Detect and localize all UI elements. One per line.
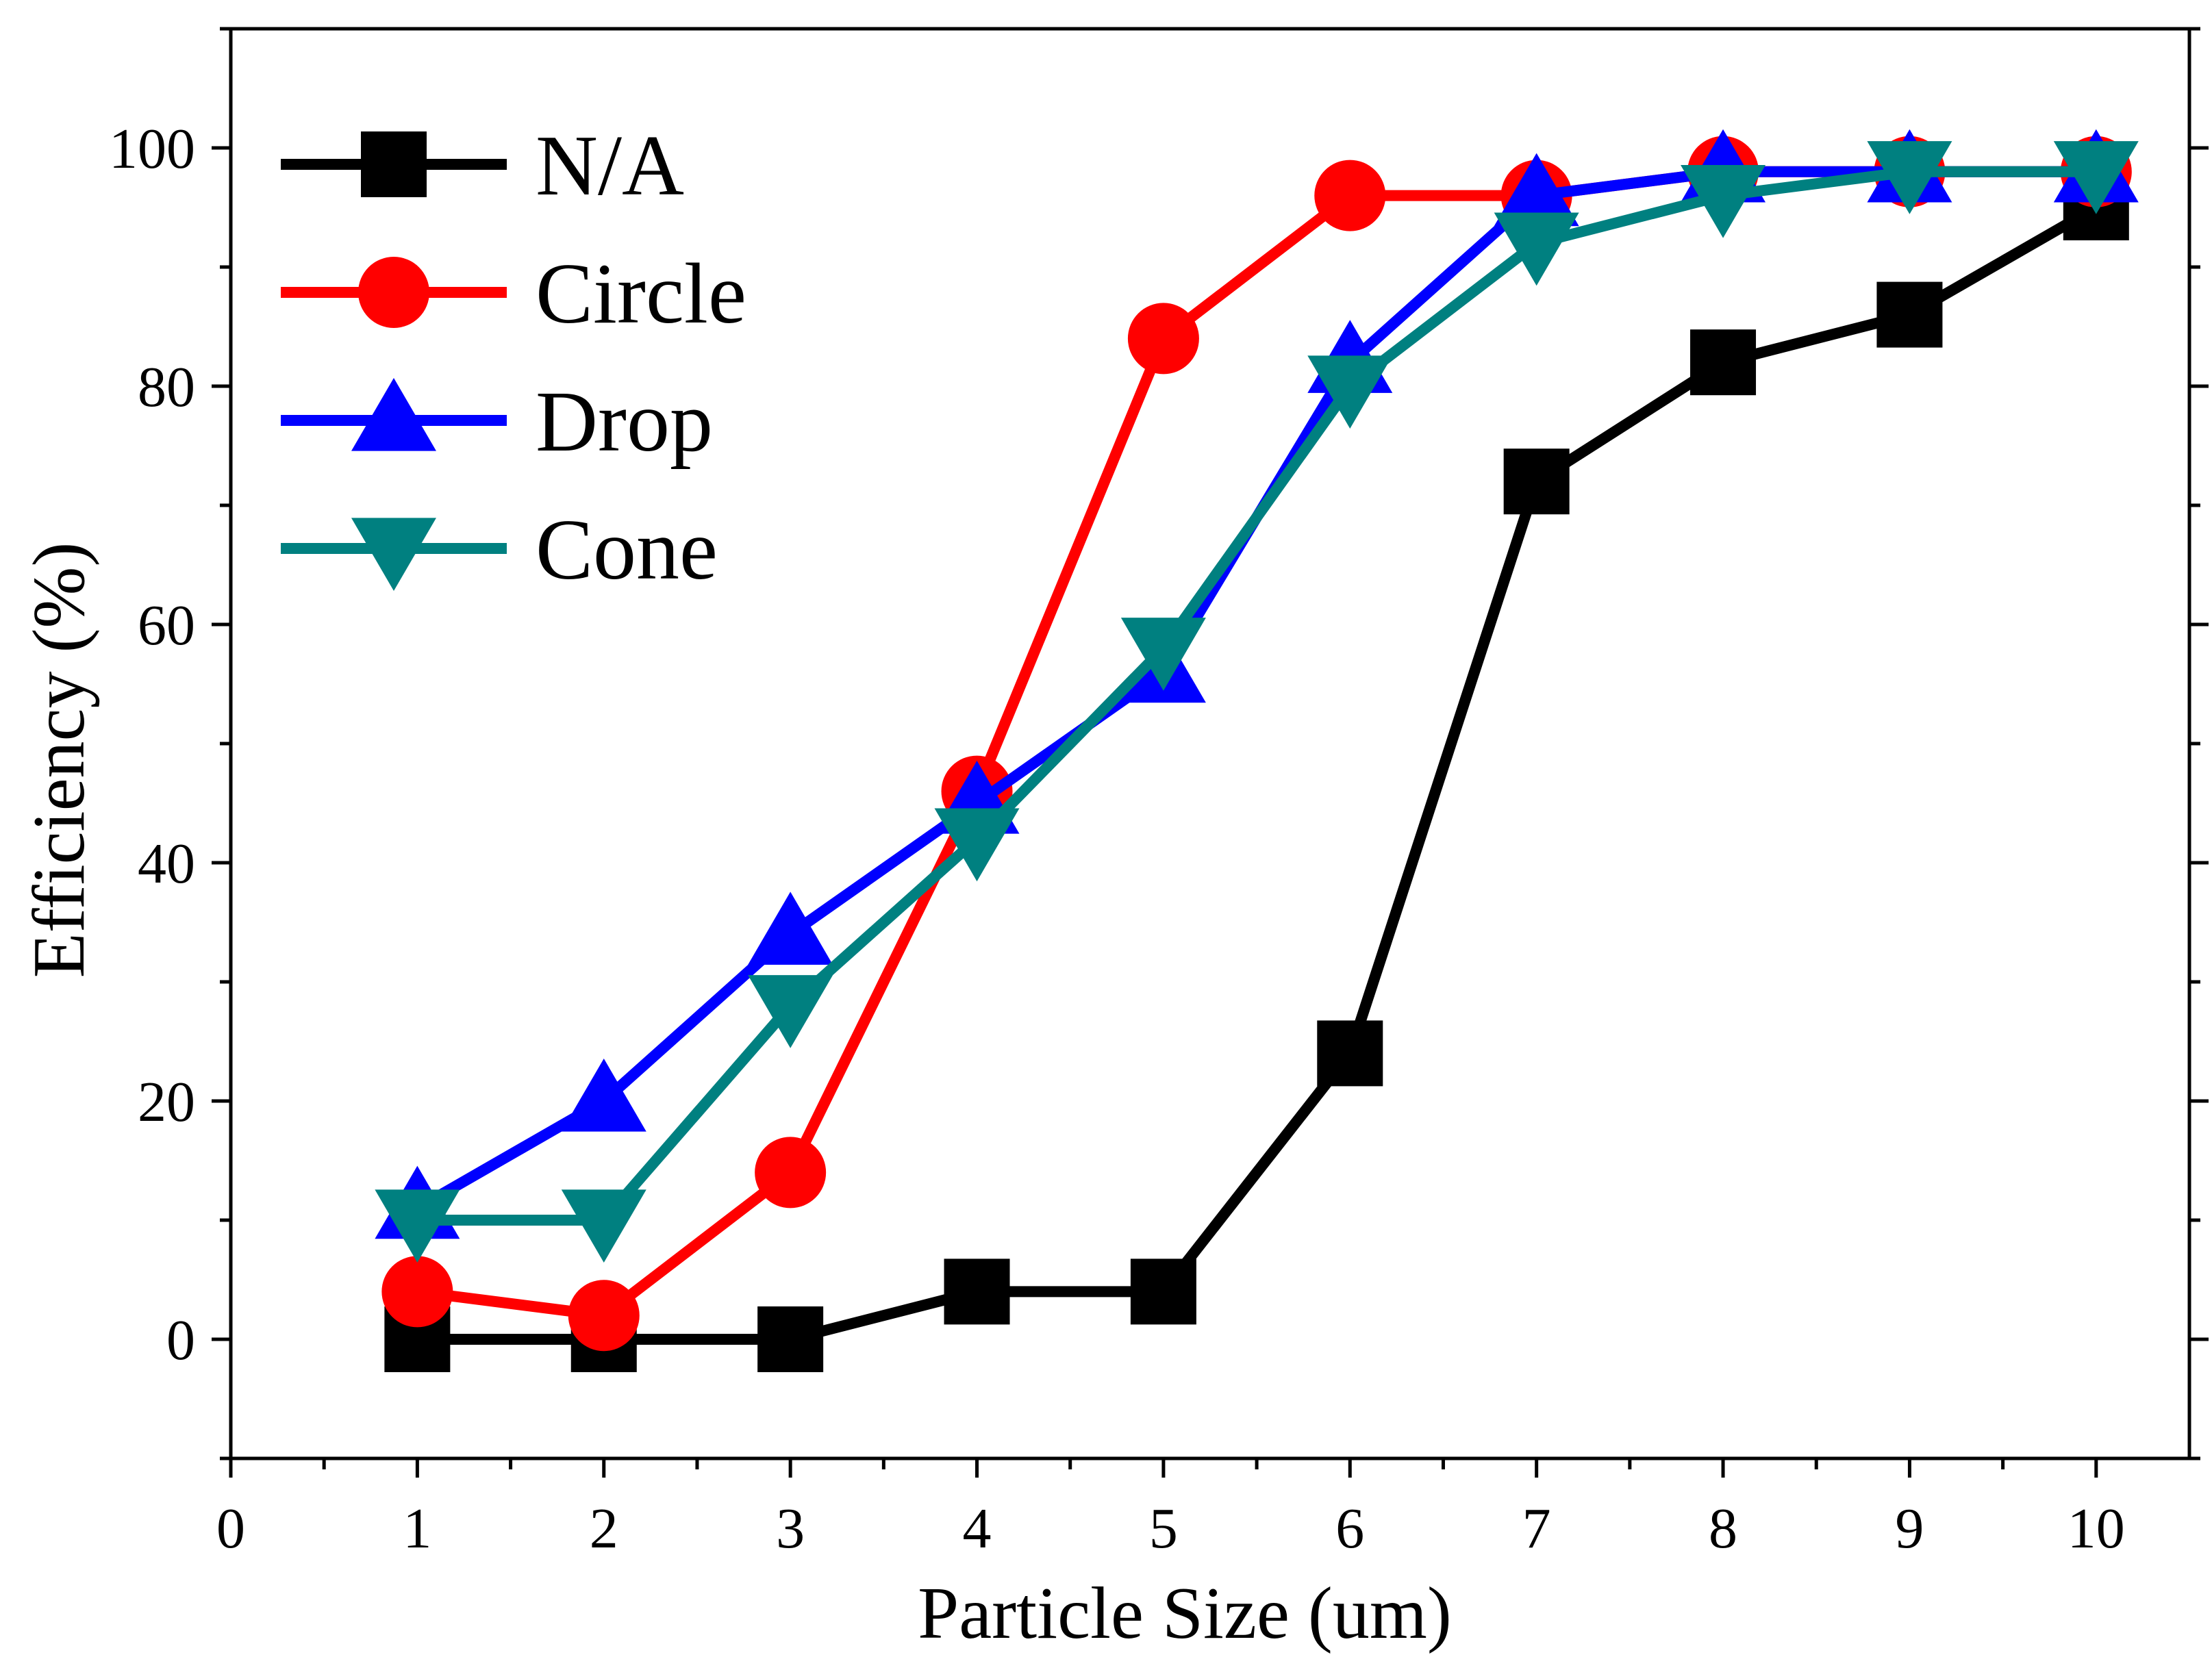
legend-marker-n-a [361, 131, 427, 197]
legend-marker-circle [358, 257, 429, 328]
x-axis-label: Particle Size (um) [918, 1573, 1452, 1654]
legend: N/A Circle Drop Cone [281, 118, 746, 598]
data-point-cone [375, 1189, 460, 1263]
data-point-circle [1127, 303, 1199, 375]
series-cone [375, 141, 2139, 1263]
legend-marker-drop [351, 378, 436, 451]
data-point-n-a [1317, 1020, 1383, 1087]
data-point-n-a [1503, 448, 1570, 515]
x-tick-label: 3 [776, 1497, 805, 1560]
data-point-cone [1120, 618, 1206, 691]
data-point-cone [2053, 141, 2139, 214]
data-point-n-a [757, 1306, 824, 1372]
legend-item-cone: Cone [281, 503, 718, 598]
x-tick-label: 8 [1709, 1497, 1737, 1560]
data-point-n-a [1130, 1258, 1196, 1325]
data-point-drop [1494, 153, 1579, 227]
x-tick-label: 5 [1149, 1497, 1178, 1560]
x-tick-label: 6 [1335, 1497, 1364, 1560]
legend-label-cone: Cone [536, 503, 718, 598]
y-tick-label: 20 [138, 1070, 195, 1134]
series-line-n-a [417, 203, 2099, 1345]
data-point-circle [755, 1137, 827, 1209]
legend-item-drop: Drop [281, 375, 713, 470]
y-axis-label: Efficiency (%) [18, 542, 100, 978]
data-point-cone [1307, 355, 1393, 429]
data-point-drop [748, 891, 833, 965]
legend-marker-cone [351, 518, 436, 591]
data-point-cone [934, 808, 1020, 882]
y-tick-label: 60 [138, 594, 195, 657]
x-tick-label: 9 [1895, 1497, 1924, 1560]
legend-label-circle: Circle [536, 246, 746, 342]
data-point-cone [748, 975, 833, 1048]
y-tick-label: 100 [109, 117, 195, 181]
x-tick-label: 10 [2068, 1497, 2125, 1560]
plot-area [229, 27, 2191, 1460]
x-tick-label: 0 [216, 1497, 245, 1560]
legend-label-n-a: N/A [536, 118, 684, 214]
data-point-cone [561, 1189, 646, 1263]
data-point-cone [1867, 141, 1952, 214]
x-tick-label: 7 [1522, 1497, 1551, 1560]
x-tick-label: 2 [590, 1497, 618, 1560]
legend-item-circle: Circle [281, 246, 746, 342]
y-tick-label: 0 [166, 1308, 195, 1372]
data-point-cone [1681, 164, 1766, 238]
data-point-circle [568, 1280, 640, 1352]
legend-label-drop: Drop [536, 375, 713, 470]
x-tick-label: 1 [403, 1497, 431, 1560]
legend-item-n-a: N/A [281, 118, 684, 214]
series-layer [375, 129, 2139, 1372]
data-point-circle [1314, 160, 1386, 231]
data-point-circle [381, 1256, 453, 1328]
x-tick-label: 4 [963, 1497, 992, 1560]
data-point-n-a [944, 1258, 1010, 1325]
data-point-n-a [1690, 329, 1757, 396]
series-line-cone [417, 166, 2096, 1226]
data-point-n-a [1876, 281, 1943, 348]
data-point-cone [1494, 212, 1579, 286]
y-tick-label: 40 [138, 832, 195, 896]
y-tick-label: 80 [138, 355, 195, 419]
data-point-drop [561, 1059, 646, 1132]
